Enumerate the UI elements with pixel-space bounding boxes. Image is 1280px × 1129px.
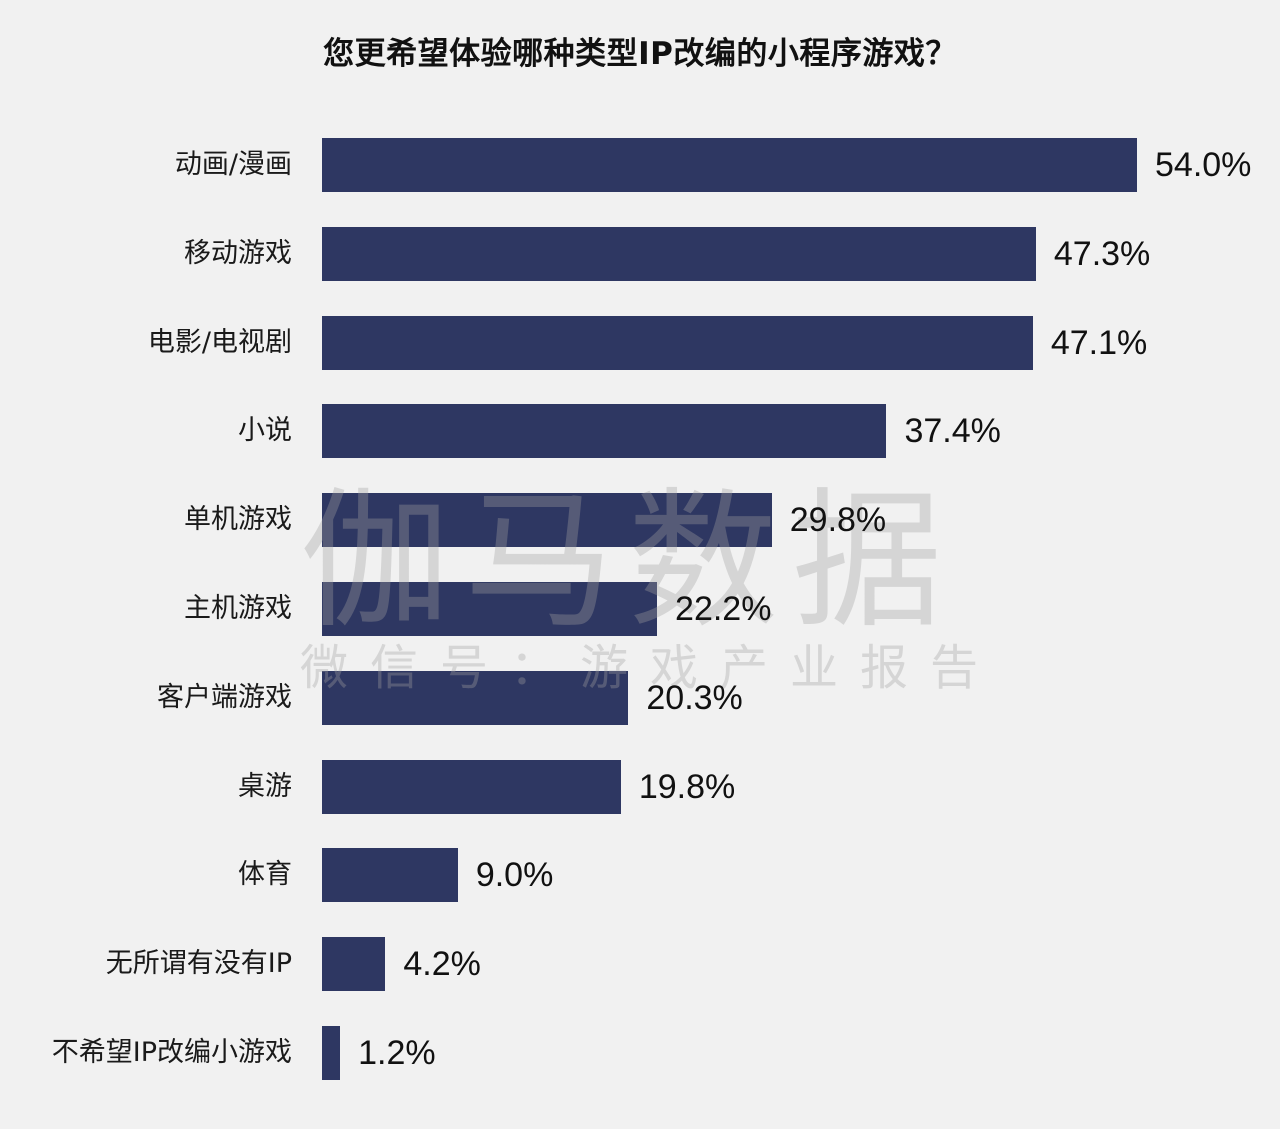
value-label: 22.2%	[675, 590, 772, 628]
bar-row: 客户端游戏 20.3%	[0, 670, 1280, 725]
bar-row: 无所谓有没有IP 4.2%	[0, 937, 1280, 992]
value-label: 20.3%	[646, 678, 743, 717]
category-label: 不希望IP改编小游戏	[51, 1037, 292, 1068]
category-label: 主机游戏	[184, 593, 292, 624]
bar	[322, 493, 772, 548]
category-label: 移动游戏	[184, 237, 292, 269]
bar-row: 不希望IP改编小游戏 1.2%	[0, 1026, 1280, 1080]
category-label: 动画/漫画	[174, 149, 292, 180]
bar	[322, 582, 658, 636]
value-label: 47.1%	[1050, 323, 1148, 362]
value-label: 9.0%	[475, 856, 554, 895]
category-label: 客户端游戏	[157, 681, 292, 713]
bar	[322, 1026, 341, 1080]
value-label: 19.8%	[638, 767, 736, 806]
bar	[322, 315, 1033, 370]
bar-row: 移动游戏 47.3%	[0, 226, 1280, 281]
category-label: 体育	[238, 859, 292, 891]
bar-row: 动画/漫画 54.0%	[0, 138, 1280, 192]
bar	[322, 226, 1036, 281]
bar	[322, 759, 621, 814]
value-label: 4.2%	[403, 945, 481, 984]
category-label: 电影/电视剧	[147, 326, 292, 358]
bar	[322, 848, 458, 903]
value-label: 37.4%	[904, 412, 1001, 451]
category-label: 桌游	[238, 770, 292, 802]
value-label: 47.3%	[1053, 234, 1151, 273]
bar-row: 体育 9.0%	[0, 848, 1280, 903]
category-label: 无所谓有没有IP	[105, 948, 292, 980]
bar	[322, 670, 629, 725]
value-label: 54.0%	[1155, 146, 1252, 184]
bar-row: 主机游戏 22.2%	[0, 582, 1280, 636]
bar-row: 桌游 19.8%	[0, 759, 1280, 814]
bar-row: 电影/电视剧 47.1%	[0, 315, 1280, 370]
chart-title: 您更希望体验哪种类型IP改编的小程序游戏？	[323, 36, 957, 72]
category-label: 小说	[238, 415, 292, 447]
bar	[322, 404, 887, 459]
value-label: 1.2%	[358, 1034, 436, 1072]
bar	[322, 937, 386, 992]
value-label: 29.8%	[789, 501, 887, 540]
bar	[322, 138, 1137, 192]
category-label: 单机游戏	[184, 504, 292, 536]
bar-row: 小说 37.4%	[0, 404, 1280, 459]
bar-row: 单机游戏 29.8%	[0, 493, 1280, 548]
